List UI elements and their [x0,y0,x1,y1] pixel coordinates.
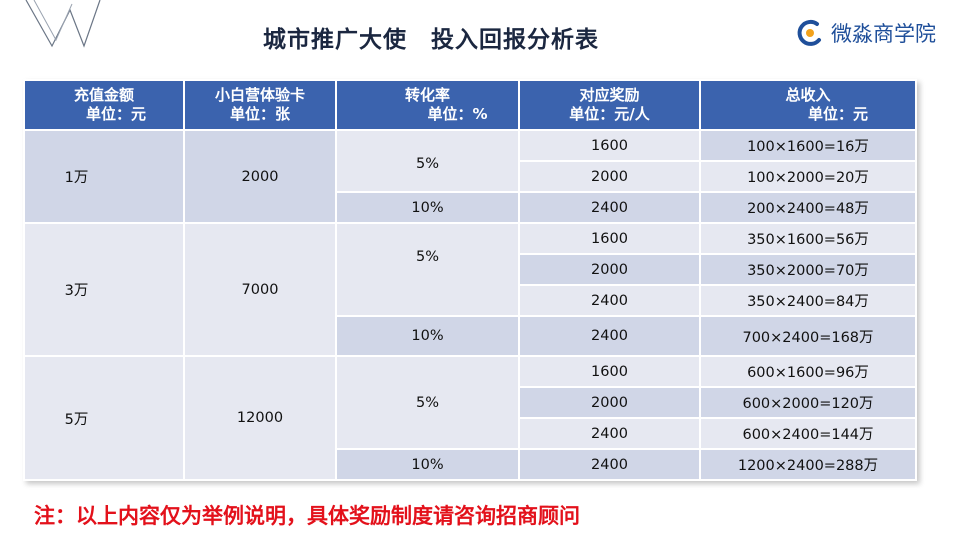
cards-cell: 7000 [183,222,337,357]
reward-cell: 2400 [518,315,701,357]
table-row: 10% 2400 200×2400=48万 [24,191,917,224]
amount-cell: 3万 [23,222,185,357]
amount-cell: 5万 [23,355,185,481]
header-rate-line2: 单位：% [427,105,488,123]
header-rate: 转化率 单位：% [335,79,520,131]
table-row: 3万 7000 5% 1600 350×1600=56万 [23,222,917,357]
header-total: 总收入 单位：元 [699,79,917,131]
header-rate-line1: 转化率 [404,86,450,104]
reward-cell: 2000 [518,386,701,419]
header-total-line1: 总收入 [785,86,831,104]
reward-cell: 1600 [518,129,701,162]
reward-cell: 2000 [518,160,701,193]
header-reward-line1: 对应奖励 [579,86,640,104]
reward-cell: 2000 [518,253,701,286]
table-row: 2000 600×2000=120万 [24,386,917,419]
header-amount-line2: 单位：元 [85,105,146,123]
total-cell: 350×1600=56万 [699,222,917,255]
brand-name: 微淼商学院 [831,22,936,46]
page-title: 城市推广大使 投入回报分析表 [263,27,599,53]
footnote: 注：以上内容仅为举例说明，具体奖励制度请咨询招商顾问 [34,504,580,528]
table-row: 5万 12000 5% 1600 600×1600=96万 [23,355,917,481]
reward-cell: 2400 [518,448,701,481]
header-reward: 对应奖励 单位：元/人 [518,79,701,131]
brand-c-logo-icon [797,19,821,46]
total-cell: 350×2400=84万 [699,284,917,317]
total-cell: 100×1600=16万 [699,129,917,162]
header-cards-line2: 单位：张 [229,105,290,123]
cards-cell: 2000 [183,129,337,224]
rate-cell: 5% [335,129,520,193]
table-row: 1万 2000 5% 1600 100×1600=16万 [23,129,917,224]
header-amount-line1: 充值金额 [73,86,134,104]
rate-cell: 5% [335,222,520,317]
header-cards-line1: 小白营体验卡 [214,86,305,104]
total-cell: 200×2400=48万 [699,191,917,224]
total-cell: 100×2000=20万 [699,160,917,193]
total-cell: 1200×2400=288万 [699,448,917,481]
table-row: 2400 600×2400=144万 [24,417,917,450]
amount-cell: 1万 [23,129,185,224]
total-cell: 600×2000=120万 [699,386,917,419]
reward-cell: 2400 [518,284,701,317]
reward-cell: 1600 [518,355,701,388]
brand-logo: 微淼商学院 [795,18,936,48]
rate-cell: 10% [335,315,520,357]
table-row: 2400 350×2400=84万 [24,284,917,317]
table-row: 10% 2400 700×2400=168万 [24,315,917,357]
total-cell: 350×2000=70万 [699,253,917,286]
table-row: 2000 350×2000=70万 [24,253,917,286]
table-row: 2000 100×2000=20万 [24,160,917,193]
header-total-line2: 单位：元 [807,105,868,123]
total-cell: 700×2400=168万 [699,315,917,357]
rate-cell: 10% [335,191,520,224]
rate-cell: 5% [335,355,520,450]
reward-cell: 2400 [518,417,701,450]
cards-cell: 12000 [183,355,337,481]
header-cards: 小白营体验卡 单位：张 [183,79,337,131]
table-row: 10% 2400 1200×2400=288万 [24,448,917,481]
total-cell: 600×2400=144万 [699,417,917,450]
header-amount: 充值金额 单位：元 [23,79,185,131]
w-logo-icon [25,0,101,48]
reward-cell: 2400 [518,191,701,224]
total-cell: 600×1600=96万 [699,355,917,388]
reward-cell: 1600 [518,222,701,255]
rate-cell: 10% [335,448,520,481]
header-reward-line2: 单位：元/人 [569,105,650,123]
roi-table: 充值金额 单位：元 小白营体验卡 单位：张 转化率 单位：% 对应奖励 单位：元… [23,79,917,481]
